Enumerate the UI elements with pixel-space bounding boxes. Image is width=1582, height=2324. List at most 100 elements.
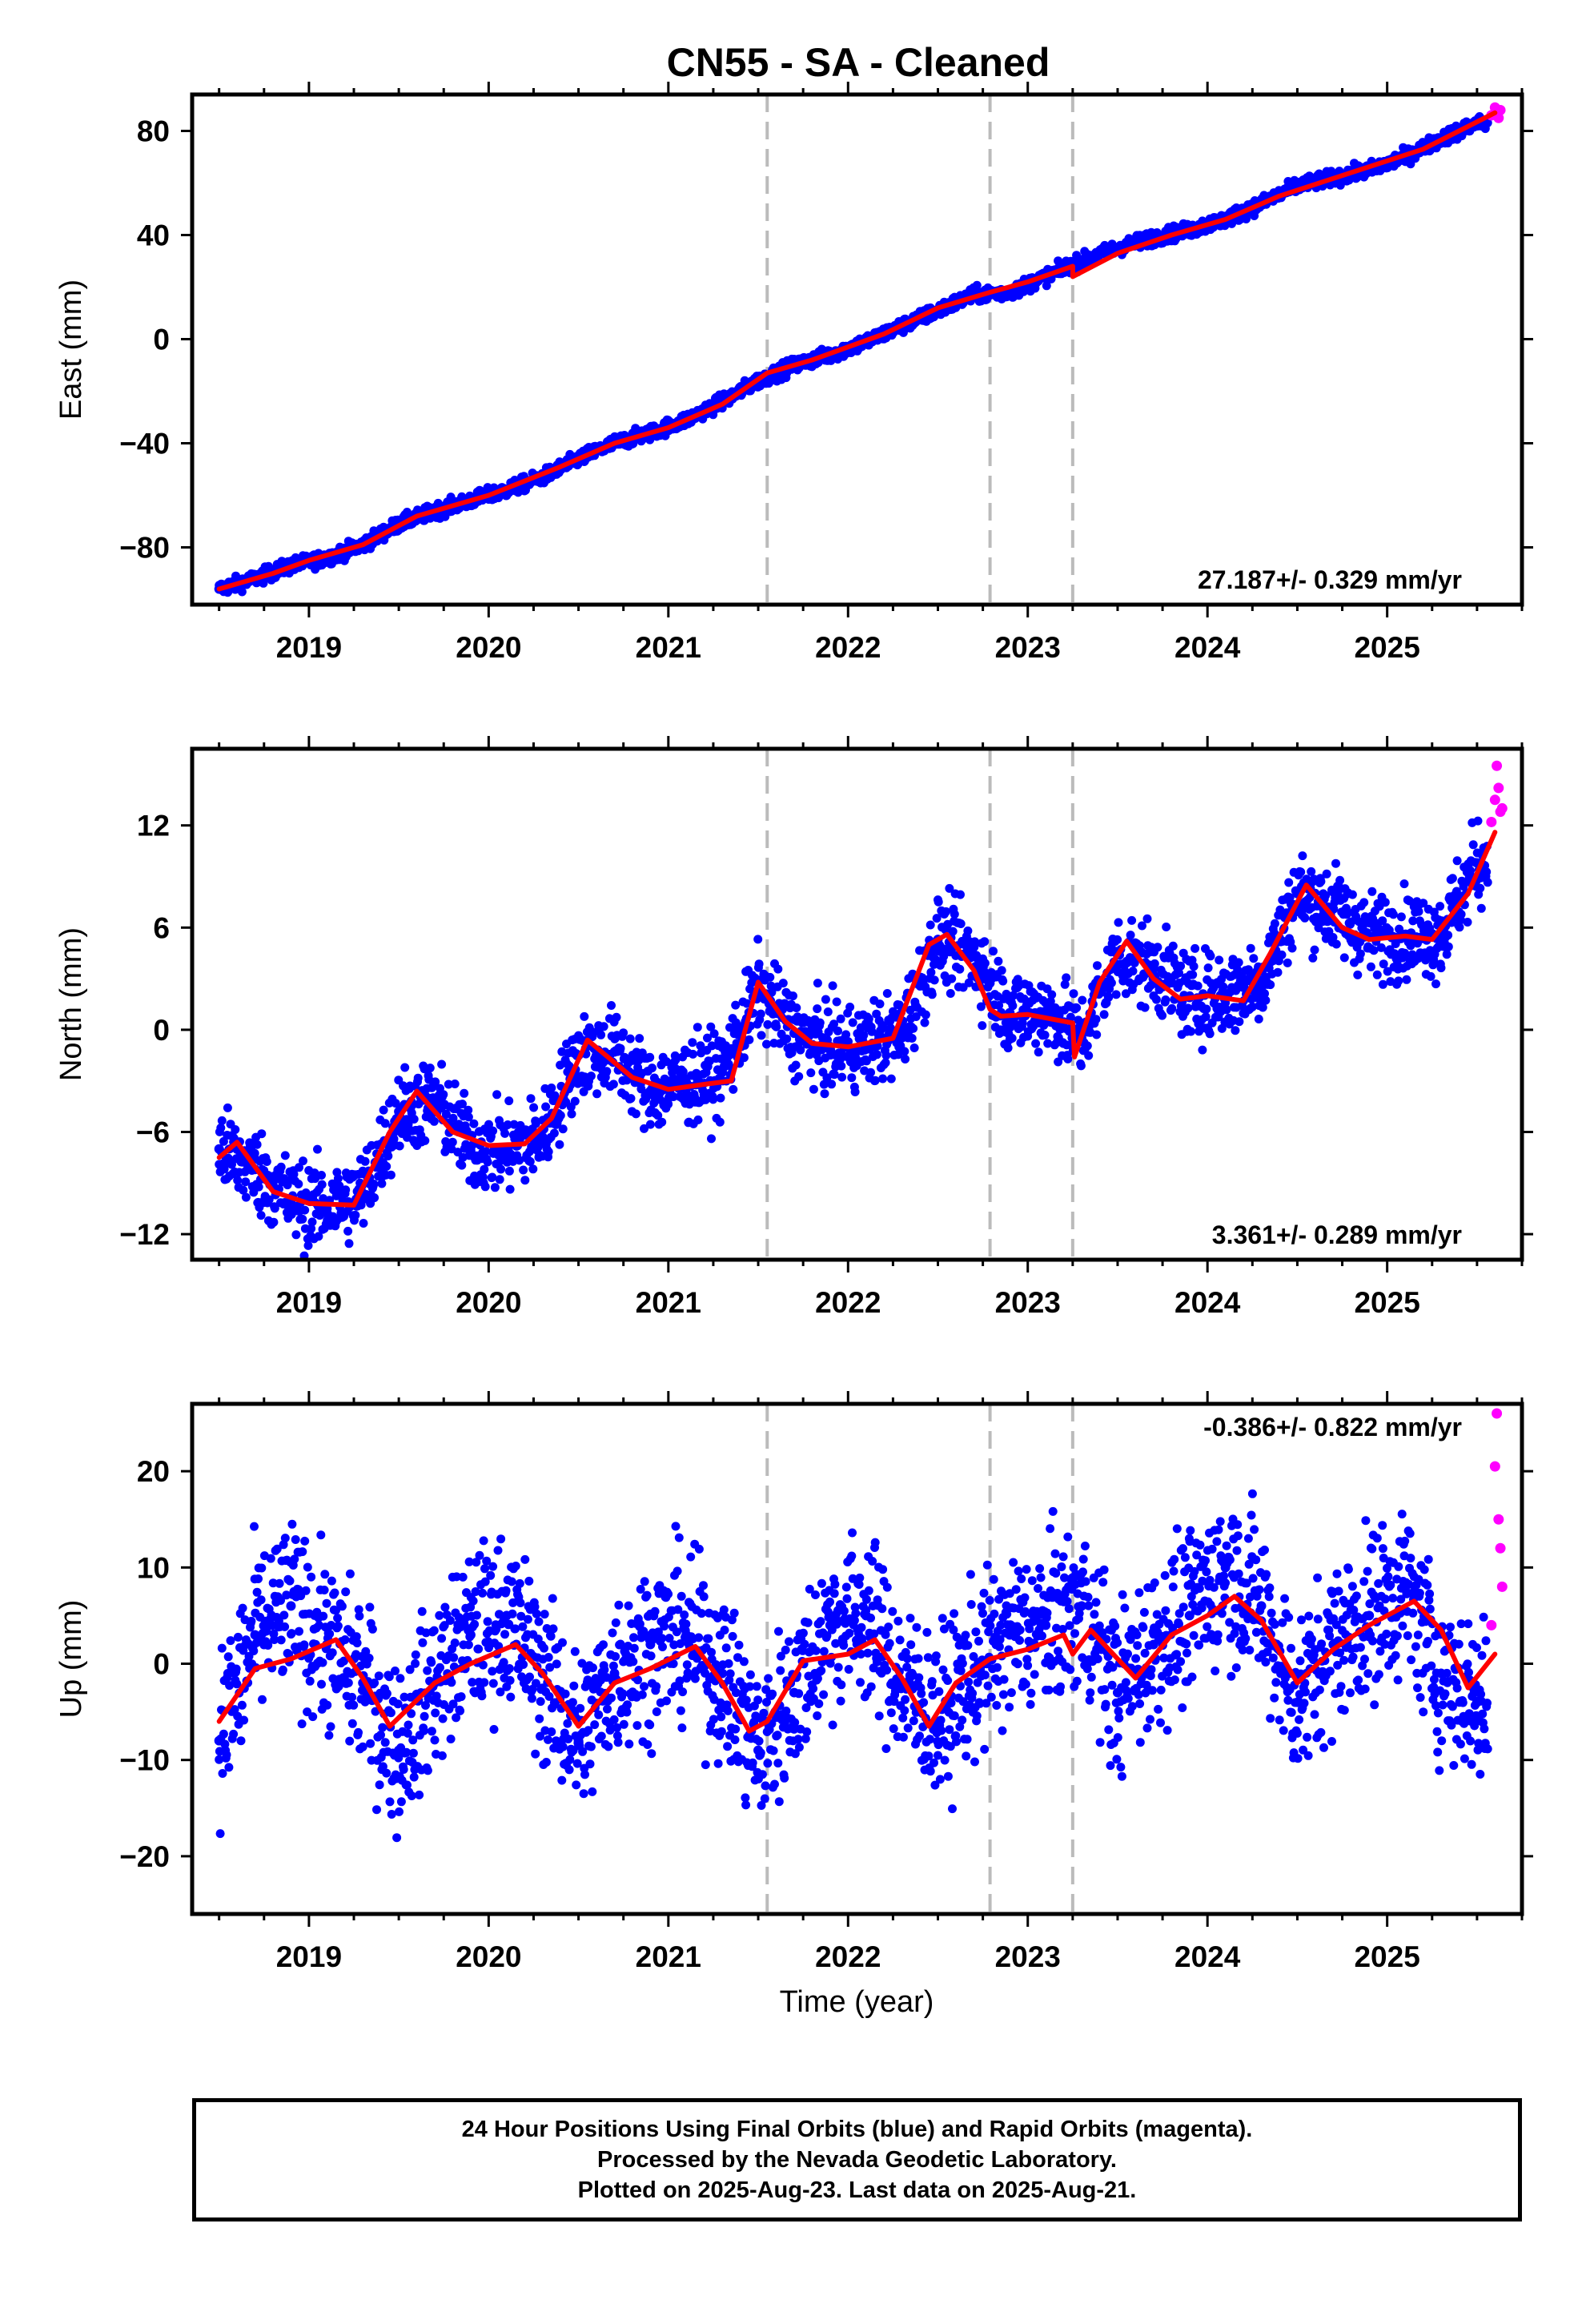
final-point-up-10 — [573, 1735, 584, 1746]
final-point-up-0 — [214, 1735, 224, 1746]
y-tick-label-east: −80 — [119, 532, 170, 565]
y-tick-label-north: 6 — [153, 911, 170, 944]
x-tick-label-up: 2021 — [636, 1940, 701, 1973]
final-point-up-15 — [753, 1745, 764, 1755]
x-tick-label-east: 2025 — [1354, 631, 1419, 664]
fit-line-east — [216, 110, 1498, 592]
final-point-up-28 — [1220, 1562, 1231, 1573]
final-point-up-26 — [1148, 1639, 1158, 1650]
x-tick-label-up: 2025 — [1354, 1940, 1419, 1973]
final-point-up-30 — [1292, 1697, 1303, 1707]
final-point-north-7 — [465, 1142, 476, 1152]
x-tick-label-up: 2023 — [995, 1940, 1061, 1973]
y-tick-label-up: −10 — [119, 1744, 170, 1777]
plot-frame-north — [190, 746, 1524, 1262]
y-axis-label-north: North (mm) — [54, 927, 88, 1081]
y-tick-label-north: −6 — [136, 1116, 170, 1149]
rate-label-up: -0.386+/- 0.822 mm/yr — [1203, 1413, 1462, 1441]
final-point-up-23 — [1041, 1620, 1051, 1630]
y-tick-label-east: 80 — [137, 115, 170, 148]
fit-line-north — [216, 830, 1498, 1208]
x-tick-label-north: 2019 — [276, 1286, 342, 1319]
footer-line-3: Plotted on 2025-Aug-23. Last data on 202… — [577, 2177, 1137, 2203]
rapid-point-up-0 — [1486, 1619, 1497, 1630]
final-point-north-12 — [645, 1086, 656, 1096]
final-point-up-24 — [1077, 1601, 1087, 1611]
final-point-up-27 — [1184, 1610, 1195, 1621]
final-point-up-7 — [465, 1630, 476, 1640]
x-tick-label-north: 2021 — [636, 1286, 701, 1319]
rapid-point-north-0 — [1486, 816, 1497, 827]
data-cloud-up — [215, 1489, 1492, 1843]
final-point-up-17 — [825, 1620, 835, 1630]
rate-label-east: 27.187+/- 0.329 mm/yr — [1198, 565, 1462, 594]
final-point-north-14 — [717, 1068, 728, 1078]
y-tick-label-north: 12 — [137, 810, 170, 842]
final-point-up-13 — [681, 1630, 692, 1640]
y-tick-label-north: 0 — [153, 1014, 170, 1047]
y-tick-label-east: −40 — [119, 428, 170, 460]
final-point-up-18 — [861, 1610, 871, 1621]
chart-title: CN55 - SA - Cleaned — [667, 40, 1050, 85]
rapid-point-up-3 — [1493, 1514, 1504, 1525]
rapid-point-north-1 — [1489, 794, 1500, 806]
fit-line-up — [216, 1594, 1498, 1734]
rapid-point-north-5 — [1496, 802, 1508, 814]
rapid-point-east-2 — [1493, 112, 1504, 123]
plot-frame-up — [190, 1401, 1524, 1916]
data-cloud-north — [215, 816, 1492, 1260]
final-point-up-35 — [1472, 1697, 1482, 1707]
y-tick-label-up: −20 — [119, 1840, 170, 1873]
rapid-point-up-4 — [1495, 1542, 1506, 1554]
x-tick-label-east: 2021 — [636, 631, 701, 664]
x-tick-label-north: 2023 — [995, 1286, 1061, 1319]
x-tick-label-north: 2020 — [456, 1286, 521, 1319]
final-point-north-11 — [609, 1047, 620, 1057]
footer-line-1: 24 Hour Positions Using Final Orbits (bl… — [461, 2117, 1253, 2142]
x-tick-label-east: 2023 — [995, 631, 1061, 664]
final-point-up-25 — [1112, 1687, 1122, 1698]
rapid-point-up-5 — [1496, 1581, 1508, 1592]
rapid-point-up-2 — [1492, 1408, 1503, 1419]
final-point-north-9 — [537, 1132, 548, 1142]
final-point-up-29 — [1256, 1601, 1267, 1611]
final-point-up-8 — [501, 1610, 512, 1621]
footer-line-2: Processed by the Nevada Geodetic Laborat… — [597, 2147, 1117, 2173]
panel-east: −80 −40 0 40 80 2019 2020 2021 2022 2023 2024 2025 E… — [54, 82, 1533, 664]
panel-up: −20 −10 0 10 20 2019 2020 2021 2022 2023 2024 2025 U… — [54, 1391, 1533, 1973]
x-tick-label-up: 2022 — [815, 1940, 881, 1973]
rapid-point-north-2 — [1492, 760, 1503, 771]
final-point-north-23 — [1041, 1006, 1051, 1016]
final-point-up-33 — [1400, 1582, 1411, 1592]
final-point-up-5 — [394, 1745, 404, 1755]
x-tick-label-up: 2024 — [1174, 1940, 1241, 1973]
final-point-north-26 — [1148, 963, 1158, 974]
final-point-east-24 — [1077, 256, 1087, 266]
x-tick-label-north: 2025 — [1354, 1286, 1419, 1319]
x-axis-label: Time (year) — [780, 1985, 934, 2019]
y-tick-label-up: 20 — [137, 1455, 170, 1488]
x-tick-label-up: 2019 — [276, 1940, 342, 1973]
final-point-up-1 — [250, 1630, 260, 1640]
final-point-north-8 — [501, 1145, 512, 1156]
final-point-up-32 — [1364, 1610, 1375, 1621]
rapid-point-up-1 — [1489, 1461, 1500, 1472]
y-tick-label-north: −12 — [119, 1218, 170, 1251]
final-point-north-19 — [897, 1028, 907, 1039]
y-tick-label-east: 40 — [137, 219, 170, 252]
y-tick-label-up: 0 — [153, 1648, 170, 1681]
y-axis-label-east: East (mm) — [54, 279, 88, 420]
x-tick-label-up: 2020 — [456, 1940, 521, 1973]
final-point-north-21 — [969, 951, 979, 962]
rapid-point-east-3 — [1495, 105, 1506, 115]
footer-box: 24 Hour Positions Using Final Orbits (bl… — [192, 2098, 1522, 2221]
final-point-north-0 — [214, 1144, 224, 1154]
x-tick-label-east: 2019 — [276, 631, 342, 664]
panels: −80 −40 0 40 80 2019 2020 2021 2022 2023 2024 2025 E… — [54, 82, 1533, 1973]
rate-label-north: 3.361+/- 0.289 mm/yr — [1212, 1220, 1462, 1249]
x-tick-label-east: 2024 — [1174, 631, 1241, 664]
final-point-north-6 — [430, 1096, 440, 1107]
x-tick-label-east: 2022 — [815, 631, 881, 664]
x-tick-label-north: 2024 — [1174, 1286, 1241, 1319]
